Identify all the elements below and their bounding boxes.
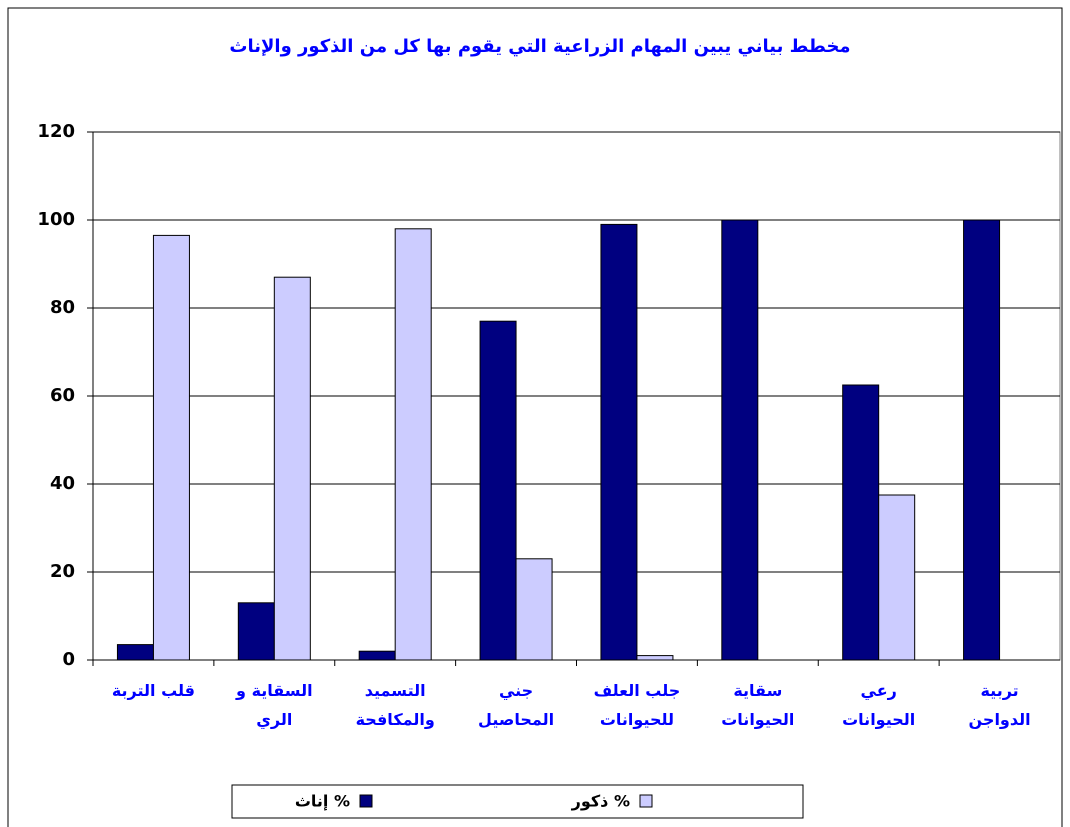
- x-tick-label: جلب العلف للحيوانات: [593, 681, 681, 729]
- legend-swatch: [359, 794, 373, 808]
- legend-label: ذكور %: [571, 792, 630, 811]
- bar: [842, 384, 880, 661]
- y-tick-label: 100: [37, 209, 75, 230]
- bar: [358, 650, 396, 661]
- y-tick-label: 20: [50, 561, 75, 582]
- legend: [231, 784, 804, 819]
- bar: [394, 228, 432, 661]
- x-tick-label: رعي الحيوانات: [842, 681, 916, 729]
- y-tick-label: 120: [37, 121, 75, 142]
- bar: [721, 219, 759, 661]
- y-tick-label: 80: [50, 297, 75, 318]
- legend-label: إناث %: [295, 792, 350, 811]
- bar: [515, 558, 553, 661]
- y-tick-label: 0: [62, 649, 75, 670]
- bar: [878, 494, 916, 661]
- x-tick-label: جني المحاصيل: [478, 681, 555, 729]
- x-tick-label: قلب التربة: [111, 681, 196, 700]
- x-tick-label: التسميد والمكافحة: [355, 681, 435, 729]
- bar: [116, 644, 154, 661]
- bar: [273, 276, 311, 661]
- y-tick-label: 40: [50, 473, 75, 494]
- x-tick-label: السقاية و الري: [236, 681, 313, 729]
- y-tick-label: 60: [50, 385, 75, 406]
- x-tick-label: سقاية الحيوانات: [721, 681, 795, 729]
- chart-title: مخطط بياني يبين المهام الزراعية التي يقو…: [229, 36, 850, 57]
- bar: [479, 320, 517, 661]
- bar: [600, 223, 638, 661]
- legend-swatch: [639, 794, 653, 808]
- bar: [963, 219, 1001, 661]
- bar: [636, 655, 674, 661]
- x-tick-label: تربية الدواجن: [968, 681, 1031, 729]
- bar: [152, 234, 190, 661]
- bar: [237, 602, 275, 661]
